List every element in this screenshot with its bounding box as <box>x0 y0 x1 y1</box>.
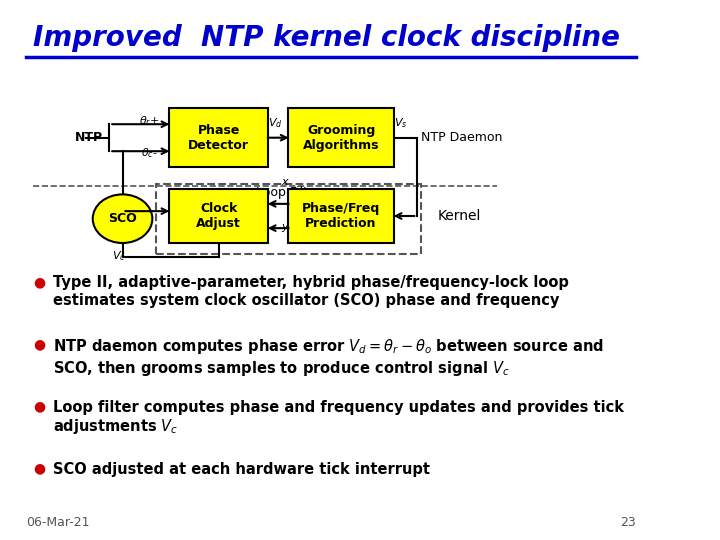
Circle shape <box>93 194 153 243</box>
Text: ●: ● <box>33 462 45 476</box>
Text: ●: ● <box>33 400 45 414</box>
Text: Type II, adaptive-parameter, hybrid phase/frequency-lock loop
estimates system c: Type II, adaptive-parameter, hybrid phas… <box>53 275 569 308</box>
Text: Clock
Adjust: Clock Adjust <box>197 202 241 230</box>
Text: y: y <box>282 222 288 232</box>
Text: $\theta_r$+: $\theta_r$+ <box>139 114 159 129</box>
Text: Phase
Detector: Phase Detector <box>188 124 249 152</box>
Text: NTP Daemon: NTP Daemon <box>420 131 502 144</box>
Text: Improved  NTP kernel clock discipline: Improved NTP kernel clock discipline <box>33 24 620 52</box>
Text: ●: ● <box>33 338 45 352</box>
Text: x: x <box>282 177 288 187</box>
Text: Loop filter computes phase and frequency updates and provides tick
adjustments $: Loop filter computes phase and frequency… <box>53 400 624 436</box>
Text: ●: ● <box>33 275 45 289</box>
Text: Phase/Freq
Prediction: Phase/Freq Prediction <box>302 202 380 230</box>
FancyBboxPatch shape <box>169 189 269 243</box>
Text: NTP: NTP <box>75 131 103 144</box>
Text: NTP daemon computes phase error $V_d = \theta_r - \theta_o$ between source and
S: NTP daemon computes phase error $V_d = \… <box>53 338 604 379</box>
Text: Loop Filter: Loop Filter <box>256 186 320 199</box>
Text: $V_s$: $V_s$ <box>394 116 408 130</box>
Text: $V_c$: $V_c$ <box>112 249 126 264</box>
FancyBboxPatch shape <box>288 108 394 167</box>
Text: SCO: SCO <box>108 212 137 225</box>
Text: 06-Mar-21: 06-Mar-21 <box>27 516 90 529</box>
Text: SCO adjusted at each hardware tick interrupt: SCO adjusted at each hardware tick inter… <box>53 462 430 477</box>
Text: $V_d$: $V_d$ <box>269 116 283 130</box>
Text: $\theta_c$-: $\theta_c$- <box>140 146 158 160</box>
FancyBboxPatch shape <box>169 108 269 167</box>
Text: Kernel: Kernel <box>437 209 480 223</box>
FancyBboxPatch shape <box>288 189 394 243</box>
Text: 23: 23 <box>620 516 636 529</box>
Text: Grooming
Algorithms: Grooming Algorithms <box>303 124 379 152</box>
